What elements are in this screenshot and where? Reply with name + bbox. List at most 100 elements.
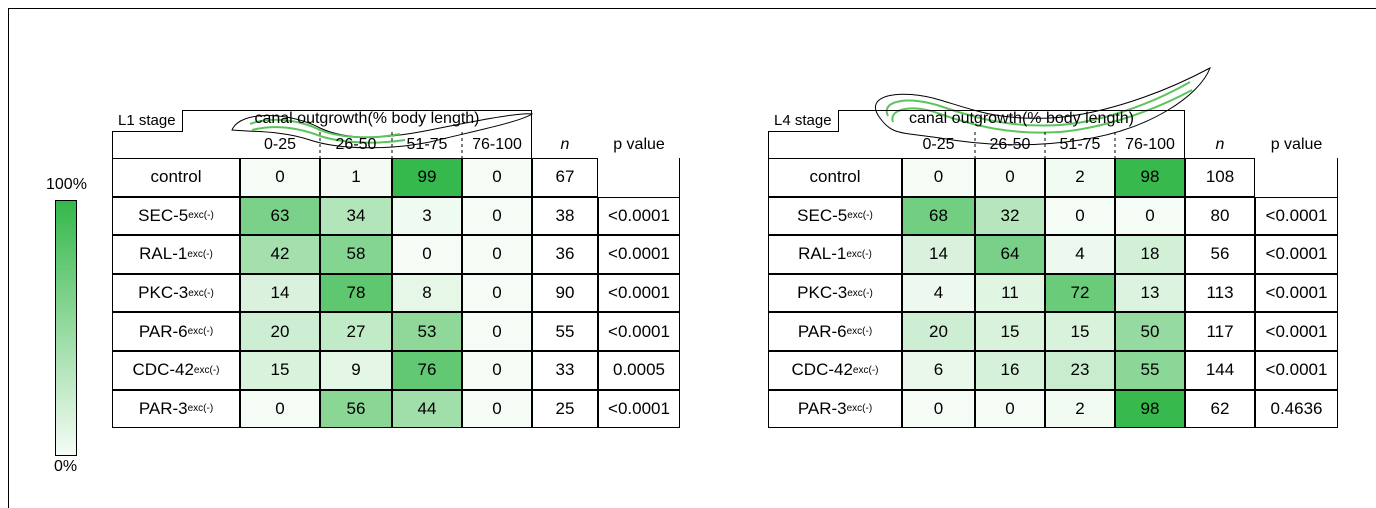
p-cell: <0.0001	[598, 197, 680, 236]
row-superscript: exc(-)	[853, 365, 879, 376]
row-name: SEC-5	[797, 206, 847, 226]
p-cell: <0.0001	[598, 312, 680, 351]
heat-cell: 15	[975, 312, 1045, 351]
row-superscript: exc(-)	[188, 326, 214, 337]
column-label: 51-75	[1045, 136, 1115, 154]
row-name: PKC-3	[138, 283, 188, 303]
heat-cell: 23	[1045, 351, 1115, 390]
heat-cell: 32	[975, 197, 1045, 236]
p-cell: <0.0001	[1255, 197, 1338, 236]
row-superscript: exc(-)	[188, 403, 214, 414]
heat-cell: 58	[320, 235, 392, 274]
heat-cell: 68	[902, 197, 975, 236]
heat-cell: 0	[240, 390, 320, 429]
n-cell: 67	[532, 158, 598, 197]
row-label: PAR-6exc(-)	[768, 312, 902, 351]
column-label: 76-100	[1115, 136, 1185, 154]
heat-cell: 98	[1115, 158, 1185, 197]
column-label: 26-50	[975, 136, 1045, 154]
heat-cell: 18	[1115, 235, 1185, 274]
heat-cell: 13	[1115, 274, 1185, 313]
column-label: 51-75	[392, 136, 462, 154]
row-superscript: exc(-)	[847, 326, 873, 337]
n-cell: 55	[532, 312, 598, 351]
heat-cell: 0	[462, 390, 532, 429]
row-label: control	[768, 158, 902, 197]
heat-cell: 14	[902, 235, 975, 274]
heat-cell: 16	[975, 351, 1045, 390]
n-label: n	[532, 136, 598, 154]
p-cell: <0.0001	[598, 274, 680, 313]
p-cell-empty	[1255, 158, 1338, 197]
heat-cell: 42	[240, 235, 320, 274]
p-label: p value	[598, 136, 680, 154]
n-cell: 33	[532, 351, 598, 390]
heat-cell: 6	[902, 351, 975, 390]
n-cell: 113	[1185, 274, 1255, 313]
heat-cell: 50	[1115, 312, 1185, 351]
heat-cell: 0	[902, 390, 975, 429]
heat-cell: 0	[240, 158, 320, 197]
n-cell: 62	[1185, 390, 1255, 429]
n-cell: 25	[532, 390, 598, 429]
row-name: control	[150, 167, 201, 187]
n-cell: 56	[1185, 235, 1255, 274]
n-cell: 117	[1185, 312, 1255, 351]
p-cell: <0.0001	[598, 235, 680, 274]
p-cell-empty	[598, 158, 680, 197]
heat-cell: 0	[392, 235, 462, 274]
heat-cell: 0	[462, 312, 532, 351]
stage-label: L4 stage	[768, 110, 839, 132]
heat-cell: 15	[240, 351, 320, 390]
heat-cell: 11	[975, 274, 1045, 313]
heat-cell: 4	[902, 274, 975, 313]
heat-cell: 0	[462, 197, 532, 236]
heat-cell: 20	[240, 312, 320, 351]
p-cell: 0.0005	[598, 351, 680, 390]
heat-cell: 1	[320, 158, 392, 197]
p-cell: <0.0001	[598, 390, 680, 429]
p-cell: 0.4636	[1255, 390, 1338, 429]
heat-cell: 0	[1045, 197, 1115, 236]
heat-cell: 44	[392, 390, 462, 429]
heat-cell: 56	[320, 390, 392, 429]
p-cell: <0.0001	[1255, 274, 1338, 313]
heat-cell: 53	[392, 312, 462, 351]
column-label: 0-25	[240, 136, 320, 154]
heat-cell: 3	[392, 197, 462, 236]
row-superscript: exc(-)	[188, 210, 214, 221]
heat-cell: 0	[1115, 197, 1185, 236]
row-name: PKC-3	[797, 283, 847, 303]
column-label: 76-100	[462, 136, 532, 154]
heat-cell: 0	[975, 158, 1045, 197]
row-superscript: exc(-)	[847, 210, 873, 221]
heat-cell: 0	[975, 390, 1045, 429]
row-name: SEC-5	[138, 206, 188, 226]
p-label: p value	[1255, 136, 1338, 154]
p-cell: <0.0001	[1255, 235, 1338, 274]
row-label: SEC-5exc(-)	[768, 197, 902, 236]
n-cell: 36	[532, 235, 598, 274]
n-cell: 90	[532, 274, 598, 313]
heat-cell: 76	[392, 351, 462, 390]
row-name: RAL-1	[798, 244, 846, 264]
row-name: PAR-3	[798, 399, 847, 419]
heat-cell: 72	[1045, 274, 1115, 313]
heat-cell: 2	[1045, 158, 1115, 197]
heat-cell: 4	[1045, 235, 1115, 274]
heat-cell: 55	[1115, 351, 1185, 390]
heat-cell: 99	[392, 158, 462, 197]
heat-cell: 0	[902, 158, 975, 197]
heat-cell: 8	[392, 274, 462, 313]
row-name: CDC-42	[792, 360, 853, 380]
heat-cell: 63	[240, 197, 320, 236]
